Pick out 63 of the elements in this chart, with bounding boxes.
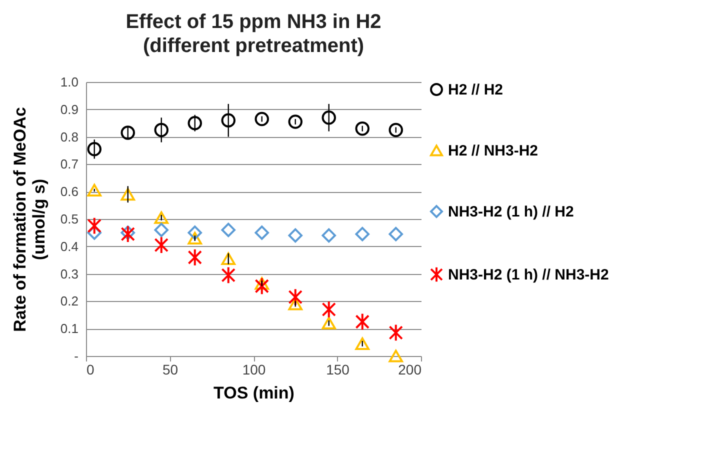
y-tick-label: 0.8 — [60, 129, 78, 144]
point — [154, 211, 168, 224]
point — [355, 121, 370, 136]
point — [322, 228, 336, 243]
legend-label: H2 // H2 — [448, 82, 504, 98]
point — [288, 298, 302, 310]
point — [254, 226, 269, 240]
point — [288, 114, 302, 129]
point — [288, 288, 302, 306]
point — [188, 116, 202, 130]
point — [87, 184, 102, 197]
point — [254, 277, 269, 296]
point — [87, 216, 102, 235]
point — [221, 113, 236, 128]
y-tick-label: 0.2 — [60, 294, 78, 309]
point — [254, 277, 269, 290]
point — [221, 252, 236, 266]
point — [154, 122, 168, 138]
y-tick-label: 0.6 — [60, 184, 78, 200]
point — [254, 112, 269, 126]
y-tick-label: 0.3 — [60, 266, 78, 282]
y-tick-label: - — [74, 348, 78, 364]
legend-label: H2 // NH3-H2 — [448, 142, 538, 160]
point — [87, 142, 102, 156]
point — [120, 225, 135, 244]
point — [154, 222, 168, 238]
point — [188, 226, 202, 240]
x-tick-label: 0 — [86, 362, 94, 378]
point — [322, 110, 336, 125]
x-axis-title: TOS (min) — [214, 384, 294, 402]
point — [388, 122, 403, 138]
y-tick-label: 0.4 — [60, 238, 78, 254]
point — [322, 300, 336, 318]
chart-title: Effect of 15 ppm NH3 in H2 — [126, 11, 382, 33]
y-tick-label: 0.5 — [60, 212, 78, 226]
y-axis-title: Rate of formation of MeOAc (umol/g s) — [10, 107, 48, 332]
point — [388, 226, 403, 242]
y-tick-label: 0.9 — [60, 102, 78, 117]
point — [355, 337, 370, 350]
point — [288, 228, 302, 243]
point — [120, 126, 135, 140]
point — [221, 266, 236, 284]
point — [120, 188, 135, 201]
point — [355, 312, 370, 331]
chart-subtitle: (different pretreatment) — [142, 35, 364, 57]
y-tick-label: 0.1 — [60, 321, 78, 336]
point — [154, 236, 168, 254]
y-tick-label: 0.7 — [60, 156, 78, 172]
point — [355, 226, 370, 242]
point — [388, 350, 403, 362]
point — [322, 316, 336, 330]
y-tick-label: 1.0 — [60, 74, 78, 90]
point — [120, 226, 135, 240]
point — [388, 324, 403, 342]
x-tick-label: 100 — [242, 362, 266, 378]
x-tick-label: 50 — [162, 362, 178, 378]
point — [221, 222, 236, 238]
x-tick-label: 150 — [326, 362, 350, 378]
point — [188, 248, 202, 266]
point — [188, 232, 202, 244]
legend-label: NH3-H2 (1 h) // H2 — [448, 204, 574, 220]
x-tick-label: 200 — [398, 362, 422, 378]
legend-label: NH3-H2 (1 h) // NH3-H2 — [448, 266, 609, 284]
